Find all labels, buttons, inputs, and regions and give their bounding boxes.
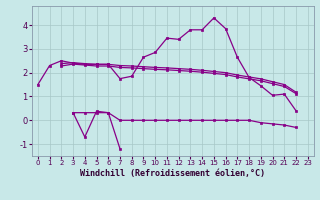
X-axis label: Windchill (Refroidissement éolien,°C): Windchill (Refroidissement éolien,°C) (80, 169, 265, 178)
